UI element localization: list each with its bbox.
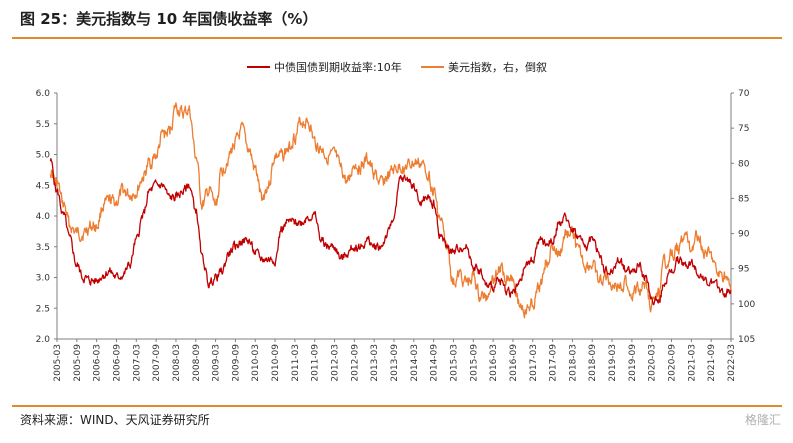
x-tick-label: 2013-03 [370, 344, 380, 382]
x-tick-label: 2012-09 [350, 344, 360, 382]
x-tick-label: 2017-03 [529, 344, 539, 382]
x-tick-label: 2021-09 [707, 344, 717, 382]
x-tick-label: 2019-03 [608, 344, 618, 382]
x-tick-label: 2011-09 [311, 344, 321, 382]
plot-lines [49, 102, 732, 319]
y-left-tick-label: 6.0 [36, 89, 51, 99]
x-tick-label: 2018-09 [588, 344, 598, 382]
chart-area: 中债国债到期收益率:10年 美元指数，右，倒叙 2.0 2.5 3.0 3.5 4.0 4… [36, 60, 756, 382]
title-divider [12, 37, 782, 39]
x-tick-label: 2008-09 [192, 344, 202, 382]
x-tick-label: 2020-03 [648, 344, 658, 382]
y-right-tick-label: 80 [738, 159, 750, 169]
watermark-logo: 格隆汇 [744, 413, 781, 427]
x-tick-label: 2013-09 [390, 344, 400, 382]
series-line-cgb-10y-yield [49, 158, 732, 306]
chart-title: 图 25：美元指数与 10 年国债收益率（%） [20, 10, 318, 28]
y-right-tick-label: 105 [738, 335, 755, 345]
source-note: 资料来源：WIND、天风证券研究所 [20, 413, 210, 427]
x-tick-label: 2005-03 [53, 344, 63, 382]
y-left-tick-label: 2.5 [36, 304, 50, 314]
legend: 中债国债到期收益率:10年 美元指数，右，倒叙 [247, 60, 547, 74]
x-tick-label: 2006-09 [112, 344, 122, 382]
x-tick-label: 2020-09 [668, 344, 678, 382]
y-left-tick-label: 3.5 [36, 243, 50, 253]
x-tick-label: 2006-03 [93, 344, 103, 382]
x-tick-label: 2011-03 [291, 344, 301, 382]
legend-label-series2: 美元指数，右，倒叙 [448, 60, 547, 74]
y-left-tick-label: 2.0 [36, 335, 51, 345]
y-left-tick-label: 4.0 [36, 212, 51, 222]
x-tick-label: 2018-03 [568, 344, 578, 382]
x-tick-label: 2007-09 [152, 344, 162, 382]
legend-label-series1: 中债国债到期收益率:10年 [274, 60, 402, 74]
x-tick-label: 2019-09 [628, 344, 638, 382]
x-tick-label: 2017-09 [549, 344, 559, 382]
x-tick-label: 2022-03 [727, 344, 737, 382]
x-tick-label: 2016-09 [509, 344, 519, 382]
series-line-usd-index [49, 102, 732, 319]
x-tick-label: 2009-09 [231, 344, 241, 382]
x-tick-label: 2010-09 [271, 344, 281, 382]
x-tick-label: 2005-09 [73, 344, 83, 382]
x-tick-label: 2009-03 [212, 344, 222, 382]
x-tick-label: 2021-03 [687, 344, 697, 382]
y-left-tick-label: 5.5 [36, 120, 50, 130]
x-tick-label: 2007-03 [132, 344, 142, 382]
x-tick-label: 2008-03 [172, 344, 182, 382]
y-left-tick-label: 4.5 [36, 181, 50, 191]
y-right-tick-label: 95 [738, 265, 749, 275]
x-tick-label: 2014-03 [410, 344, 420, 382]
y-right-tick-label: 75 [738, 124, 749, 134]
x-tick-label: 2012-03 [331, 344, 341, 382]
y-right-tick-label: 85 [738, 194, 749, 204]
x-tick-label: 2015-03 [449, 344, 459, 382]
y-right-tick-label: 90 [738, 230, 750, 240]
axes: 2.0 2.5 3.0 3.5 4.0 4.5 5.0 5.5 6.0 70 75 80 85 90 95 1… [36, 89, 756, 382]
y-right-tick-label: 70 [738, 89, 750, 99]
header: 图 25：美元指数与 10 年国债收益率（%） [0, 0, 793, 34]
x-tick-label: 2016-03 [489, 344, 499, 382]
y-right-tick-label: 100 [738, 300, 755, 310]
y-left-tick-label: 3.0 [36, 274, 51, 284]
y-left-tick-label: 5.0 [36, 151, 51, 161]
x-tick-label: 2010-03 [251, 344, 261, 382]
x-tick-label: 2015-09 [469, 344, 479, 382]
footer-divider [12, 405, 782, 407]
x-tick-label: 2014-09 [430, 344, 440, 382]
